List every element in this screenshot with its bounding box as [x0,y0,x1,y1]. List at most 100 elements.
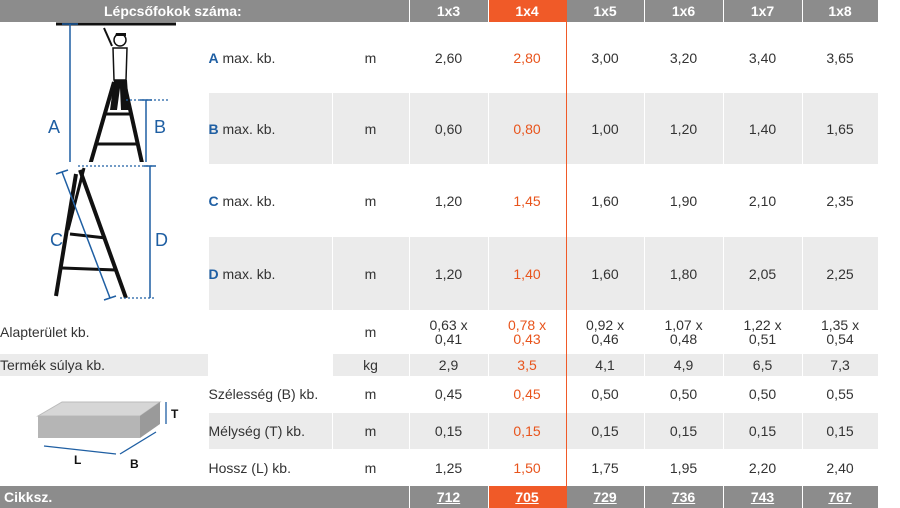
col-header: 1x3 [409,0,489,22]
value-cell: 1,80 [644,237,724,310]
unit-cell: m [332,237,410,310]
package-diagram: T L B [0,376,209,486]
row-label: B max. kb. [208,93,333,164]
value-cell: 2,05 [723,237,803,310]
value-cell: 3,20 [644,22,724,93]
table-row: A B A max. kb. m 2,60 2,80 3,00 3,20 3,4… [0,22,879,173]
value-cell-highlighted: 3,5 [487,354,567,376]
unit-cell: m [332,412,410,450]
value-cell: 2,25 [802,237,879,310]
value-cell: 1,20 [644,93,724,164]
value-cell: 1,25 [409,449,489,486]
product-code-link[interactable]: 736 [671,489,696,505]
value-cell-highlighted: 1,40 [487,237,567,310]
table-row: T L B Szélesség (B) kb. m 0,45 0,45 0,50… [0,376,879,486]
table-row: Termék súlya kb. kg 2,9 3,5 4,1 4,9 6,5 … [0,354,879,376]
value-cell: 0,55 [802,376,879,413]
value-cell: 6,5 [723,354,803,376]
value-cell: 3,00 [566,22,645,93]
value-cell: 1,20 [409,164,489,237]
row-label: A max. kb. [208,22,333,93]
table-row: Mélység (T) kb. m 0,15 0,15 0,15 0,15 0,… [0,412,879,450]
value-cell: 1,75 [566,449,645,486]
row-label: Mélység (T) kb. [208,412,333,450]
footer-row: Cikksz. 712 705 729 736 743 767 [0,486,879,508]
value-cell: 1,40 [723,93,803,164]
unit-cell: m [332,164,410,237]
value-cell-highlighted: 0,45 [487,376,567,413]
product-code-link[interactable]: 712 [436,489,461,505]
value-cell: 2,40 [802,449,879,486]
table-row: Alapterület kb. m 0,63 x 0,41 0,78 x 0,43 … [0,310,879,354]
row-label: Hossz (L) kb. [208,449,333,486]
unit-cell: m [332,449,410,486]
table-row: D max. kb. m 1,20 1,40 1,60 1,80 2,05 2,… [0,237,879,310]
row-label: Szélesség (B) kb. [208,376,333,413]
value-cell: 3,40 [723,22,803,93]
unit-cell: m [332,376,410,413]
table-row: C D C max. kb. m 1,20 1,45 1,60 1,90 2,1… [0,164,879,310]
footer-title: Cikksz. [0,486,410,508]
row-label: C max. kb. [208,164,333,237]
value-cell-highlighted: 1,50 [487,449,567,486]
ladder-spec-table: Lépcsőfokok száma: 1x3 1x4 1x5 1x6 1x7 1… [0,0,879,508]
value-cell: 1,65 [802,93,879,164]
ladder-length-illustration: C D [50,165,168,301]
value-cell: 0,15 [566,412,645,450]
dimension-a-label: A [48,117,60,137]
value-cell-highlighted: 1,45 [487,164,567,237]
product-code-link[interactable]: 729 [593,489,617,505]
unit-cell: kg [332,354,410,376]
value-cell: 0,50 [723,376,803,413]
value-cell: 4,9 [644,354,724,376]
product-code-link[interactable]: 743 [750,489,775,505]
value-cell: 1,95 [644,449,724,486]
value-cell: 2,9 [409,354,489,376]
value-cell-highlighted: 0,78 x 0,43 [487,310,567,354]
value-cell: 3,65 [802,22,879,93]
package-box-illustration: T L B [36,401,179,471]
unit-cell: m [332,310,410,354]
value-cell: 0,60 [409,93,489,164]
value-cell: 0,15 [802,412,879,450]
ladder-open-diagram: A B [0,22,209,173]
unit-cell: m [332,22,410,93]
value-cell: 1,00 [566,93,645,164]
unit-cell: m [332,93,410,164]
col-header-highlighted: 1x4 [487,0,567,22]
value-cell: 1,35 x 0,54 [802,310,879,354]
col-header: 1x7 [723,0,803,22]
value-cell: 2,20 [723,449,803,486]
product-code-link-highlighted[interactable]: 705 [515,489,539,505]
col-header: 1x8 [802,0,879,22]
dimension-b-label: B [154,117,166,137]
value-cell: 1,90 [644,164,724,237]
value-cell: 1,20 [409,237,489,310]
value-cell: 1,60 [566,237,645,310]
value-cell: 2,35 [802,164,879,237]
value-cell-highlighted: 2,80 [487,22,567,93]
value-cell: 0,45 [409,376,489,413]
ladder-closed-diagram: C D [0,164,209,310]
row-label: Termék súlya kb. [0,354,209,376]
dimension-c-label: C [50,230,63,250]
value-cell: 4,1 [566,354,645,376]
header-row: Lépcsőfokok száma: 1x3 1x4 1x5 1x6 1x7 1… [0,0,879,22]
col-header: 1x5 [566,0,645,22]
table-row: B max. kb. m 0,60 0,80 1,00 1,20 1,40 1,… [0,93,879,164]
value-cell: 1,07 x 0,48 [644,310,724,354]
box-width-label: B [130,457,139,471]
col-header: 1x6 [644,0,724,22]
value-cell: 0,92 x 0,46 [566,310,645,354]
value-cell: 2,10 [723,164,803,237]
value-cell: 1,60 [566,164,645,237]
ladder-height-illustration: A B [48,22,176,173]
value-cell: 0,50 [566,376,645,413]
value-cell-highlighted: 0,80 [487,93,567,164]
value-cell: 0,15 [644,412,724,450]
value-cell: 0,15 [409,412,489,450]
product-code-link[interactable]: 767 [828,489,852,505]
value-cell: 1,22 x 0,51 [723,310,803,354]
value-cell-highlighted: 0,15 [487,412,567,450]
row-label: Alapterület kb. [0,310,333,354]
